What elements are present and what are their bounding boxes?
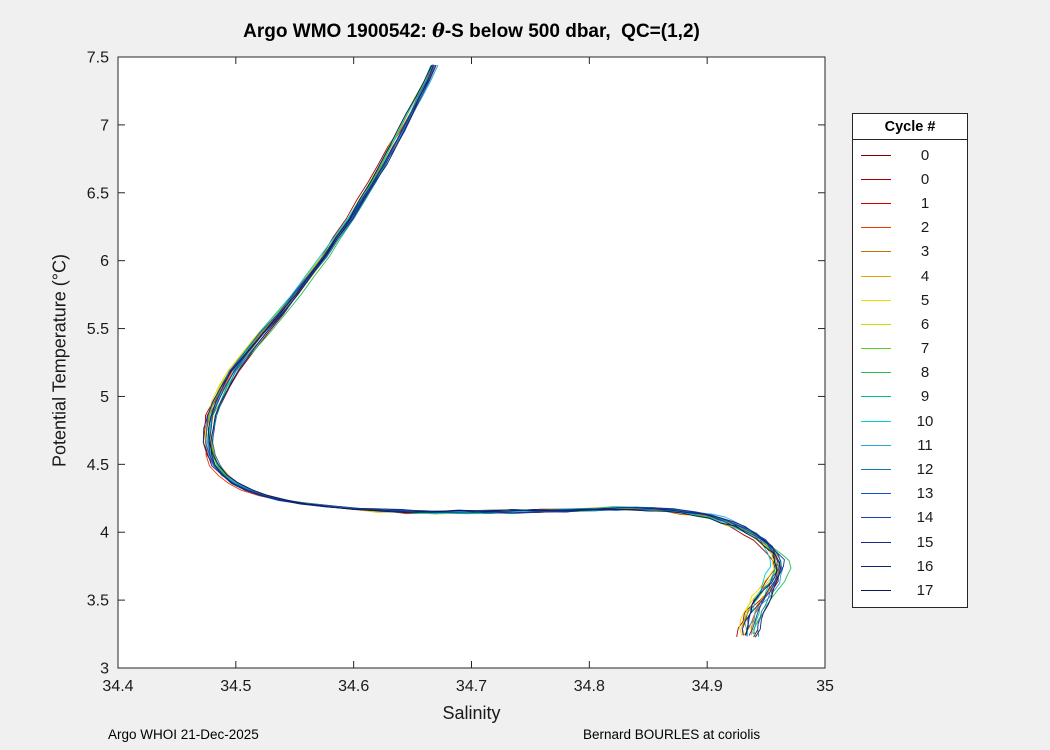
legend-entry: 17 <box>853 578 967 602</box>
plot-title-suffix: -S below 500 dbar, QC=(1,2) <box>444 21 700 42</box>
legend-entry-label: 0 <box>920 146 930 164</box>
legend-line-sample <box>861 251 891 253</box>
legend-line-sample <box>861 178 891 180</box>
legend-entry-label: 2 <box>920 219 930 237</box>
legend-entry-label: 16 <box>916 557 934 575</box>
y-tick-label: 6 <box>100 253 109 270</box>
legend-line-sample <box>861 299 891 301</box>
legend-line-sample <box>861 396 891 398</box>
series-line-cycle-15 <box>202 64 785 636</box>
legend-line-sample <box>861 154 891 156</box>
legend-line-sample <box>861 323 891 325</box>
plot-title-prefix: Argo WMO 1900542: <box>243 21 433 42</box>
series-line-cycle-17 <box>207 65 778 636</box>
x-tick-label: 34.5 <box>220 678 251 695</box>
legend-entry: 12 <box>853 457 967 481</box>
legend-line-sample <box>861 469 891 471</box>
legend-entry: 4 <box>853 264 967 288</box>
legend-entry: 13 <box>853 482 967 506</box>
legend-entry: 2 <box>853 216 967 240</box>
legend-entry-label: 8 <box>920 364 930 382</box>
y-tick-label: 5 <box>100 389 109 406</box>
legend-entry-label: 14 <box>916 509 934 527</box>
y-tick-label: 4 <box>100 525 109 542</box>
legend-line-sample <box>861 348 891 350</box>
legend-entry-label: 11 <box>917 436 933 454</box>
y-tick-label: 5.5 <box>87 321 109 338</box>
legend-entry: 10 <box>853 409 967 433</box>
legend-entry: 7 <box>853 337 967 361</box>
x-tick-label: 34.6 <box>338 678 369 695</box>
y-tick-label: 4.5 <box>87 457 109 474</box>
y-tick-label: 3 <box>100 661 109 678</box>
legend-entry: 15 <box>853 530 967 554</box>
legend-title: Cycle # <box>853 114 967 140</box>
legend-line-sample <box>861 517 891 519</box>
legend-entry: 1 <box>853 191 967 215</box>
legend-entry: 9 <box>853 385 967 409</box>
series-line-cycle-5 <box>204 64 775 636</box>
legend-line-sample <box>861 541 891 543</box>
x-tick-label: 34.7 <box>456 678 487 695</box>
legend-entries: 0 0 1 2 3 4 5 6 7 8 9 10 11 12 13 14 15 16 17 <box>853 140 967 607</box>
legend-entry-label: 4 <box>920 267 930 285</box>
legend-entry-label: 1 <box>920 194 930 212</box>
legend-line-sample <box>861 565 891 567</box>
y-tick-label: 7 <box>100 117 109 134</box>
y-tick-label: 6.5 <box>87 185 109 202</box>
footer-right-text: Bernard BOURLES at coriolis <box>583 727 761 742</box>
legend-entry: 3 <box>853 240 967 264</box>
legend-entry-label: 9 <box>920 388 930 406</box>
legend-entry-label: 0 <box>920 170 930 188</box>
legend-line-sample <box>861 589 891 591</box>
legend-entry: 0 <box>853 167 967 191</box>
legend-entry: 14 <box>853 506 967 530</box>
legend-entry-label: 6 <box>920 315 930 333</box>
legend-entry: 16 <box>853 554 967 578</box>
y-tick-label: 7.5 <box>87 50 109 67</box>
legend-entry: 6 <box>853 312 967 336</box>
x-tick-label: 34.8 <box>574 678 605 695</box>
legend-entry-label: 5 <box>920 291 930 309</box>
legend-entry: 11 <box>853 433 967 457</box>
theta-symbol: θ <box>432 20 445 42</box>
x-axis-label: Salinity <box>442 703 501 723</box>
legend-entry-label: 12 <box>916 461 934 479</box>
legend-entry-label: 13 <box>916 485 934 503</box>
legend-entry-label: 15 <box>916 533 934 551</box>
legend: Cycle # 0 0 1 2 3 4 5 6 7 8 9 10 11 12 13 14 15 16 17 <box>852 113 968 608</box>
legend-line-sample <box>861 420 891 422</box>
legend-line-sample <box>861 444 891 446</box>
x-tick-label: 34.9 <box>692 678 723 695</box>
legend-line-sample <box>861 493 891 495</box>
legend-line-sample <box>861 227 891 229</box>
legend-entry-label: 17 <box>916 581 934 599</box>
x-tick-label: 35 <box>816 678 834 695</box>
legend-entry: 0 <box>853 143 967 167</box>
series-line-cycle-16 <box>210 64 781 638</box>
legend-entry: 8 <box>853 361 967 385</box>
legend-line-sample <box>861 202 891 204</box>
plot-title: Argo WMO 1900542: θ-S below 500 dbar, QC… <box>118 20 825 43</box>
legend-line-sample <box>861 275 891 277</box>
legend-entry-label: 10 <box>916 412 934 430</box>
legend-line-sample <box>861 372 891 374</box>
legend-entry-label: 7 <box>920 340 930 358</box>
y-tick-label: 3.5 <box>87 593 109 610</box>
legend-entry: 5 <box>853 288 967 312</box>
legend-entry-label: 3 <box>920 243 930 261</box>
footer-left-text: Argo WHOI 21-Dec-2025 <box>108 727 259 742</box>
plot-area-background <box>118 57 825 668</box>
x-tick-label: 34.4 <box>102 678 133 695</box>
